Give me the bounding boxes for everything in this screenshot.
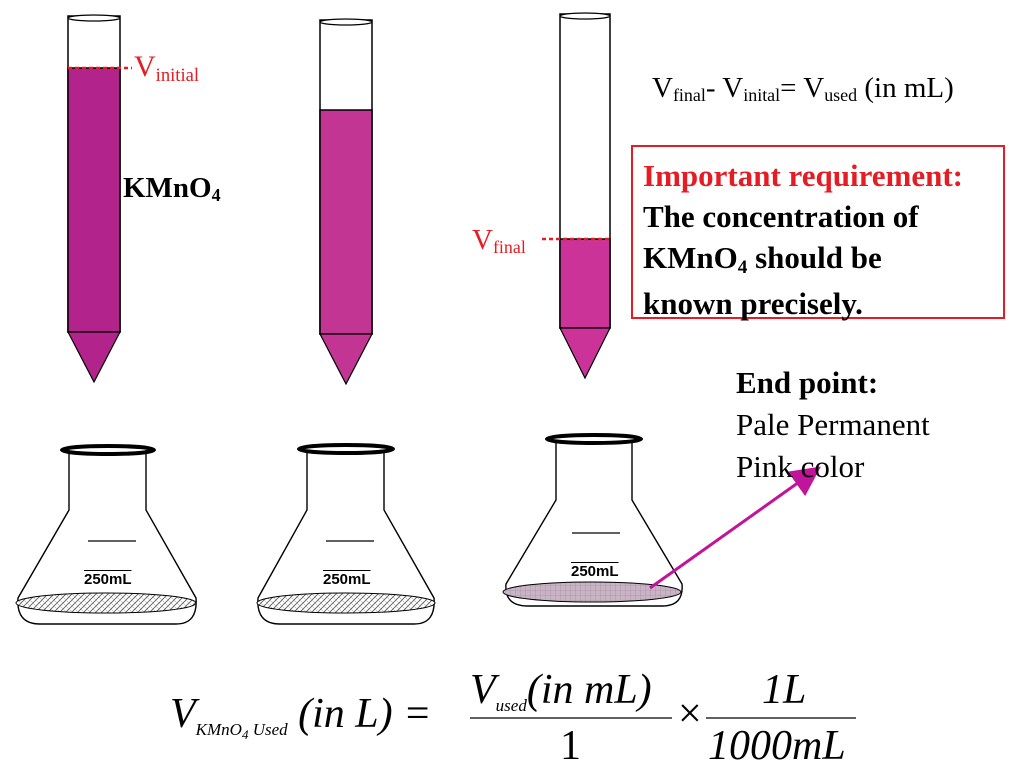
flask-1 <box>15 444 197 625</box>
burette-tip-2 <box>319 333 373 386</box>
burette-tip-1 <box>67 331 121 384</box>
formula-numerator-1: Vused(in mL) <box>470 667 652 715</box>
requirement-line-3: known precisely. <box>643 286 863 321</box>
volume-used-equation: Vfinal- Vinital= Vused (in mL) <box>652 72 954 106</box>
flask-2 <box>256 443 436 625</box>
end-point-arrow <box>649 466 821 590</box>
requirement-box: Important requirement: The concentration… <box>631 145 1005 321</box>
formula-denominator-1: 1 <box>560 723 581 769</box>
burette-2 <box>319 18 373 386</box>
titrant-liquid-1 <box>67 67 121 333</box>
flask-3-volume-label: 250mL <box>571 563 619 580</box>
requirement-line-2: KMnO4 should be <box>643 240 882 278</box>
flask-3 <box>502 433 683 607</box>
formula-lhs: VKMnO4 Used (in L) = <box>170 691 432 742</box>
requirement-heading: Important requirement: <box>643 158 964 193</box>
end-point-heading: End point: <box>736 365 879 400</box>
v-final-label: Vfinal <box>472 224 526 258</box>
burette-3 <box>542 12 611 380</box>
formula-numerator-2: 1L <box>762 667 807 713</box>
end-point-line-1: Pale Permanent <box>736 407 930 442</box>
flask-2-volume-label: 250mL <box>323 571 371 588</box>
burette-tip-3 <box>559 327 611 380</box>
formula-times: × <box>678 691 702 737</box>
formula-denominator-2: 1000mL <box>708 723 846 769</box>
volume-conversion-formula: VKMnO4 Used (in L) = Vused(in mL) 1 × 1L… <box>170 660 870 769</box>
burette-1 <box>67 14 132 384</box>
end-point-line-2: Pink color <box>736 449 865 484</box>
v-initial-label: Vinitial <box>134 50 200 86</box>
titrant-liquid-3 <box>559 238 611 329</box>
requirement-line-1: The concentration of <box>643 199 919 234</box>
end-point-note: End point: Pale Permanent Pink color <box>736 362 930 488</box>
flask-1-volume-label: 250mL <box>84 571 132 588</box>
titrant-liquid-2 <box>319 109 373 335</box>
kmno4-label: KMnO4 <box>123 172 221 206</box>
